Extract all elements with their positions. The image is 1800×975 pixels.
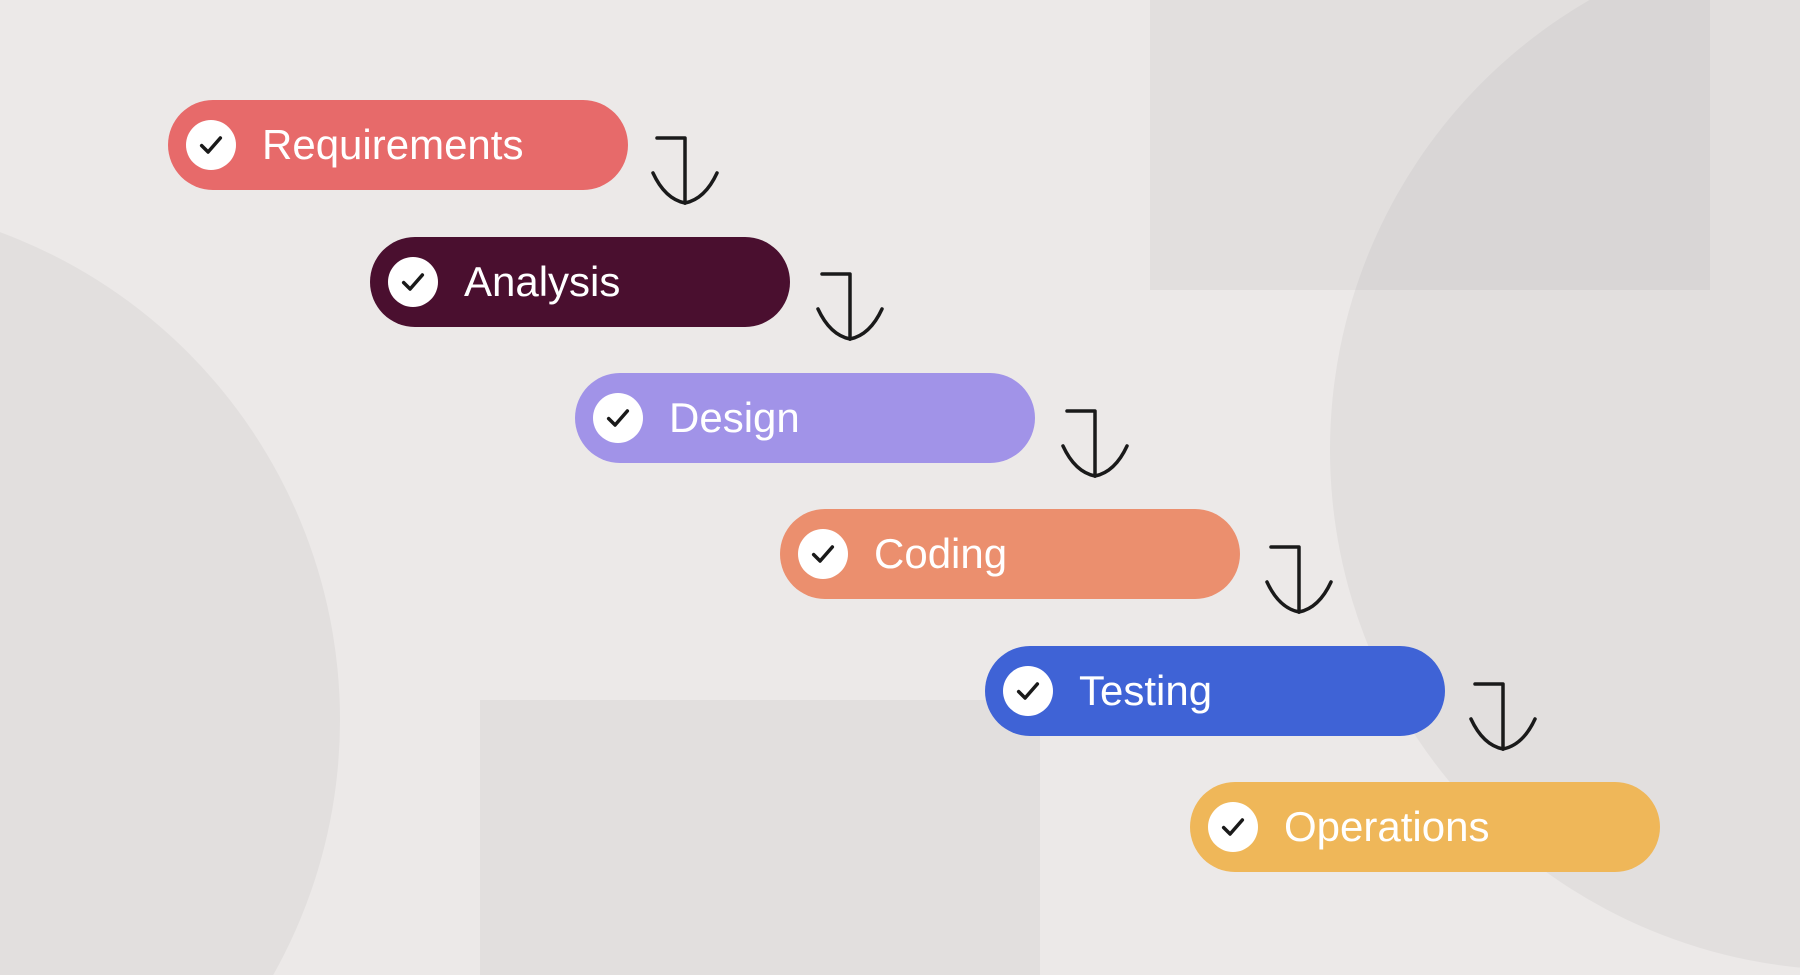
check-icon <box>186 120 236 170</box>
check-icon <box>798 529 848 579</box>
arrow-down-icon <box>1458 678 1548 758</box>
check-icon <box>1208 802 1258 852</box>
step-design: Design <box>575 373 1035 463</box>
step-label: Design <box>669 394 800 442</box>
arrow-down-icon <box>1050 405 1140 485</box>
step-operations: Operations <box>1190 782 1660 872</box>
bg-texture-2 <box>480 700 1040 975</box>
bg-texture-0 <box>0 200 340 975</box>
step-label: Requirements <box>262 121 523 169</box>
waterfall-diagram: Requirements Analysis Design Coding Testing O… <box>0 0 1800 975</box>
bg-texture-3 <box>1150 0 1710 290</box>
step-label: Testing <box>1079 667 1212 715</box>
step-requirements: Requirements <box>168 100 628 190</box>
step-coding: Coding <box>780 509 1240 599</box>
step-label: Coding <box>874 530 1007 578</box>
step-testing: Testing <box>985 646 1445 736</box>
arrow-down-icon <box>1254 541 1344 621</box>
arrow-down-icon <box>805 268 895 348</box>
check-icon <box>1003 666 1053 716</box>
arrow-down-icon <box>640 132 730 212</box>
step-analysis: Analysis <box>370 237 790 327</box>
step-label: Operations <box>1284 803 1489 851</box>
check-icon <box>388 257 438 307</box>
step-label: Analysis <box>464 258 620 306</box>
check-icon <box>593 393 643 443</box>
